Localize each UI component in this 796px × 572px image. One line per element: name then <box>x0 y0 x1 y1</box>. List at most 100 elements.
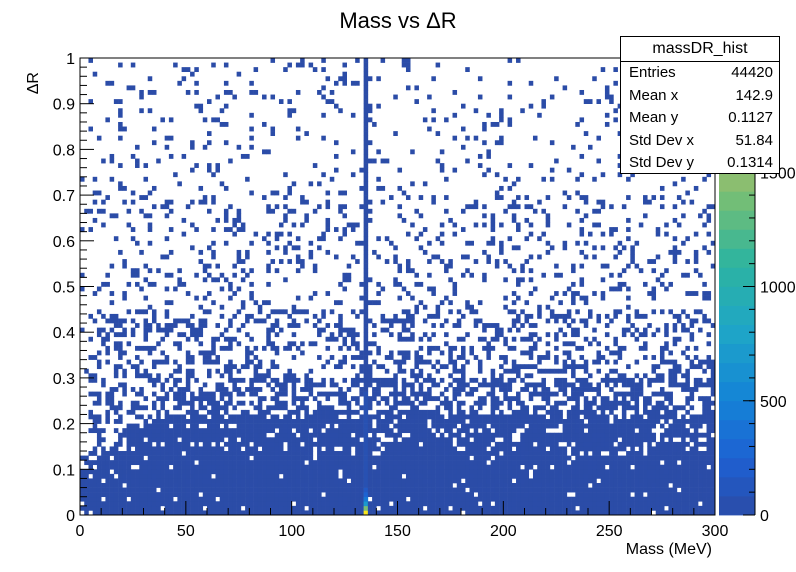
heatmap-cell <box>499 478 504 484</box>
heatmap-cell <box>384 355 390 360</box>
heatmap-cell <box>88 505 93 511</box>
heatmap-cell <box>520 414 525 420</box>
heatmap-cell <box>537 414 542 420</box>
heatmap-cell <box>389 350 394 356</box>
heatmap-cell <box>575 432 580 438</box>
heatmap-cell <box>181 419 187 424</box>
heatmap-cell <box>113 496 119 502</box>
heatmap-cell <box>139 441 144 447</box>
heatmap-cell <box>334 432 339 438</box>
heatmap-cell <box>414 350 419 356</box>
heatmap-cell <box>270 396 276 402</box>
heatmap-cell <box>503 460 508 466</box>
heatmap-cell <box>516 176 521 182</box>
heatmap-cell <box>151 483 157 488</box>
heatmap-cell <box>173 172 178 178</box>
heatmap-cell <box>414 478 419 484</box>
heatmap-cell <box>571 464 576 470</box>
heatmap-cell <box>198 473 204 479</box>
heatmap-cell <box>461 368 466 374</box>
heatmap-cell <box>308 501 314 507</box>
heatmap-cell <box>122 496 127 502</box>
heatmap-cell <box>431 473 436 479</box>
heatmap-cell <box>113 455 119 461</box>
heatmap-cell <box>249 469 254 475</box>
heatmap-cell <box>126 455 132 461</box>
heatmap-cell <box>173 368 178 374</box>
heatmap-cell <box>151 428 157 434</box>
heatmap-cell <box>164 309 170 315</box>
heatmap-cell <box>139 208 144 214</box>
heatmap-cell <box>634 409 640 415</box>
heatmap-cell <box>190 478 195 484</box>
heatmap-cell <box>486 341 491 347</box>
heatmap-cell <box>334 460 339 466</box>
heatmap-cell <box>207 441 212 447</box>
heatmap-cell <box>160 400 165 406</box>
heatmap-cell <box>317 492 322 498</box>
heatmap-cell <box>537 478 542 484</box>
heatmap-cell <box>198 318 204 324</box>
heatmap-cell <box>177 181 182 187</box>
heatmap-cell <box>494 190 500 196</box>
heatmap-cell <box>160 423 165 429</box>
heatmap-cell <box>600 419 606 424</box>
heatmap-cell <box>363 259 369 264</box>
heatmap-cell <box>135 492 140 498</box>
heatmap-cell <box>482 126 487 132</box>
heatmap-cell <box>503 341 508 347</box>
heatmap-cell <box>359 167 364 173</box>
heatmap-cell <box>659 281 665 287</box>
heatmap-cell <box>549 469 555 475</box>
heatmap-cell <box>444 455 449 461</box>
heatmap-cell <box>147 483 153 488</box>
heatmap-cell <box>287 185 292 191</box>
heatmap-cell <box>300 58 305 63</box>
heatmap-cell <box>211 437 216 443</box>
heatmap-cell <box>520 108 525 114</box>
heatmap-cell <box>634 336 640 342</box>
heatmap-cell <box>414 208 419 214</box>
heatmap-cell <box>507 510 513 516</box>
heatmap-cell <box>494 263 500 269</box>
heatmap-cell <box>461 409 466 415</box>
heatmap-cell <box>422 304 428 310</box>
heatmap-cell <box>494 441 500 447</box>
heatmap-cell <box>499 108 504 114</box>
heatmap-cell <box>465 359 470 365</box>
heatmap-cell <box>283 172 288 178</box>
heatmap-cell <box>503 419 508 424</box>
heatmap-cell <box>181 505 187 511</box>
heatmap-cell <box>202 382 208 388</box>
heatmap-cell <box>215 94 220 100</box>
heatmap-cell <box>274 478 280 484</box>
heatmap-cell <box>143 396 149 402</box>
heatmap-cell <box>219 446 225 452</box>
heatmap-cell <box>143 318 149 324</box>
heatmap-cell <box>190 368 195 374</box>
heatmap-cell <box>274 318 280 324</box>
heatmap-cell <box>613 309 618 315</box>
heatmap-cell <box>482 213 487 219</box>
heatmap-cell <box>621 455 627 461</box>
heatmap-cell <box>236 428 242 434</box>
heatmap-cell <box>181 483 187 488</box>
heatmap-cell <box>499 505 504 511</box>
heatmap-cell <box>329 432 335 438</box>
heatmap-cell <box>219 469 225 475</box>
heatmap-cell <box>401 446 407 452</box>
heatmap-cell <box>253 387 259 392</box>
heatmap-cell <box>393 400 398 406</box>
heatmap-cell <box>287 423 292 429</box>
heatmap-cell <box>613 350 618 356</box>
heatmap-cell <box>274 483 280 488</box>
heatmap-cell <box>240 464 246 470</box>
heatmap-cell <box>160 446 165 452</box>
heatmap-cell <box>490 505 496 511</box>
heatmap-cell <box>490 323 496 328</box>
heatmap-cell <box>507 204 513 210</box>
heatmap-cell <box>363 153 369 159</box>
heatmap-cell <box>130 487 136 493</box>
heatmap-cell <box>516 195 521 200</box>
heatmap-cell <box>520 423 525 429</box>
